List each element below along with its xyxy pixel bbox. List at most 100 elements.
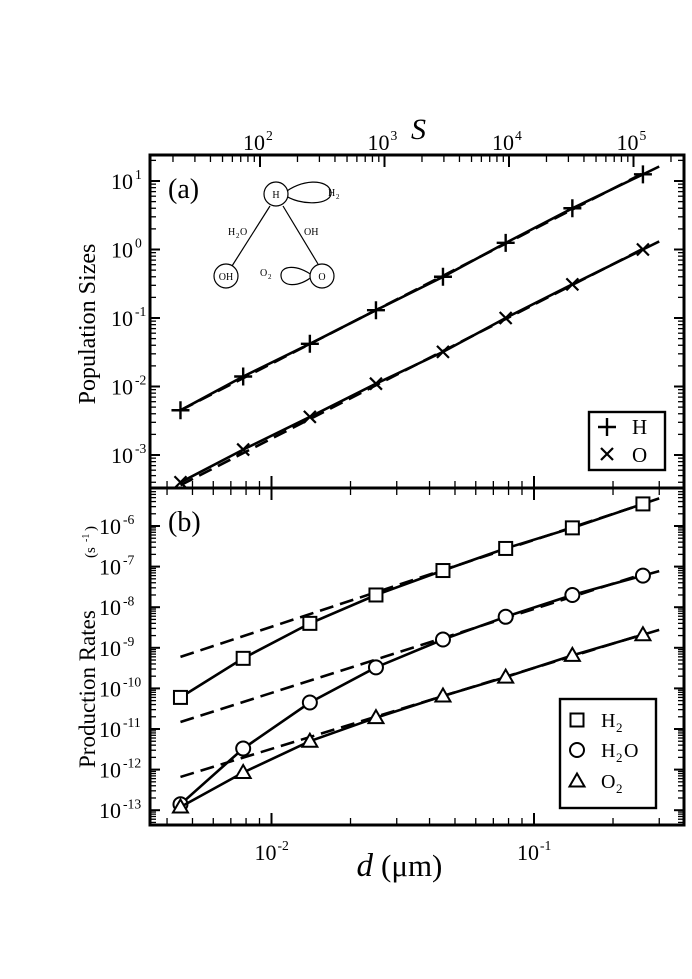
series-h2-point [498,540,514,556]
series-h-point [171,401,190,420]
x-tick-label: 10 [255,840,277,865]
series-h2-point [368,587,384,603]
node-h-label: H [272,190,279,201]
y-axis-label-b-unit-close: ) [83,526,99,531]
panel-b-y-tick-label-exp: -6 [123,512,135,527]
edge-h2o-sub: 2 [236,232,240,240]
panel-a-y-tick-label: 10 [111,306,133,331]
edge-oh [282,205,319,265]
legend-label-sub: 2 [616,781,623,796]
panel-b-label: (b) [168,507,201,538]
panel-a-y-tick-label-exp: -3 [135,441,147,456]
series-h2-point [235,650,251,666]
series-h2-point [435,563,451,579]
legend-label-sub: 2 [616,750,623,765]
series-o2-point [233,762,253,779]
series-o2-point [433,686,453,703]
legend-label: H [601,710,615,732]
loop-o2 [280,266,314,286]
x-axis-symbol: d [357,848,374,884]
x-axis-unit: (μm) [381,848,442,883]
series-h-point [433,267,452,286]
series-o-point [436,345,450,359]
panel-a: 10 110 010 -110 -210 -310 2 10 3 10 4 10 5(a)HO [111,128,686,490]
panel-b-y-tick-label: 10 [99,758,121,783]
y-axis-label-b: Production Rates (s -1 ) [75,526,100,768]
series-h2o-point [301,694,318,711]
edge-h2o-label: H [228,227,235,238]
series-h2o-point [497,608,514,625]
top-tick-label: 10 [243,130,265,155]
series-h-line [179,165,660,412]
panel-b-y-tick-label-exp: -8 [123,593,135,608]
bottom-axis-label: d (μm) [357,848,443,884]
network-inset: H OH O H 2 O 2 H 2 O OH [213,181,340,289]
x-tick-label-exp: -2 [278,838,290,853]
series-h2-point [635,496,651,512]
node-o [309,263,335,289]
panel-b-y-tick-label-exp: -12 [123,756,141,771]
series-o2-point [366,708,386,725]
top-tick-label-exp: 3 [391,128,398,143]
legend-label-post: O [624,740,638,762]
series-o-point [369,376,383,391]
panel-a-y-tick-label-exp: 0 [135,236,142,251]
series-o2-point [171,797,190,814]
series-h2-point [564,520,580,536]
panel-b-y-tick-label: 10 [99,676,121,701]
legend-marker-h [598,418,616,436]
x-tick-label: 10 [517,840,539,865]
top-tick-label-exp: 4 [515,128,522,143]
panel-a-y-tick-label: 10 [111,443,133,468]
y-axis-label-b-text: Production Rates [75,610,100,768]
edge-h2o-post: O [240,227,247,238]
series-h-point [496,233,515,252]
series-h-point [300,334,319,353]
series-h2-line [179,497,660,699]
legend-label-h: H [632,415,647,439]
series-o-point [636,242,650,257]
panel-b-y-tick-label: 10 [99,595,121,620]
panel-a-legend-box [587,410,667,472]
series-o2-point [300,731,320,748]
series-o-point [303,410,317,424]
node-oh-label: OH [219,272,233,283]
panel-a-y-tick-label: 10 [111,169,133,194]
series-h2-point [172,689,188,705]
y-axis-label-a: Population Sizes [75,244,101,405]
panel-b-y-tick-label: 10 [99,798,121,823]
loop-h2-sub: 2 [336,193,340,201]
legend-label-sub: 2 [616,720,623,735]
series-h2o-point [434,631,451,648]
top-tick-label-exp: 2 [266,128,273,143]
panel-b-y-tick-label-exp: -9 [123,634,135,649]
top-tick-label: 10 [368,130,390,155]
panel-b-y-tick-label-exp: -7 [123,553,135,568]
loop-o2-sub: 2 [268,273,272,281]
panel-a-label: (a) [168,174,199,205]
series-o-point [498,311,513,325]
panel-b-y-tick-label: 10 [99,514,121,539]
node-h [263,181,289,207]
series-h2o-point [367,659,384,676]
series-h2o-point [564,586,581,603]
edge-h2o [231,205,271,267]
series-o-point [236,442,250,457]
series-o-point [565,277,580,292]
panel-a-y-tick-label-exp: -2 [135,373,147,388]
series-h2o-point [235,740,252,757]
legend-marker-circle [569,742,585,758]
top-axis-label: S [411,113,426,146]
legend-marker-o [600,447,614,461]
series-h-point [234,367,253,386]
top-tick-label-exp: 5 [640,128,647,143]
series-o2-point [633,625,653,642]
panel-a-y-tick-label: 10 [111,375,133,400]
top-tick-label: 10 [492,130,514,155]
legend-marker-square [569,712,585,728]
loop-o2-label: O [260,268,267,279]
panel-b-y-tick-label-exp: -11 [123,715,141,730]
legend-marker-triangle [567,771,587,788]
